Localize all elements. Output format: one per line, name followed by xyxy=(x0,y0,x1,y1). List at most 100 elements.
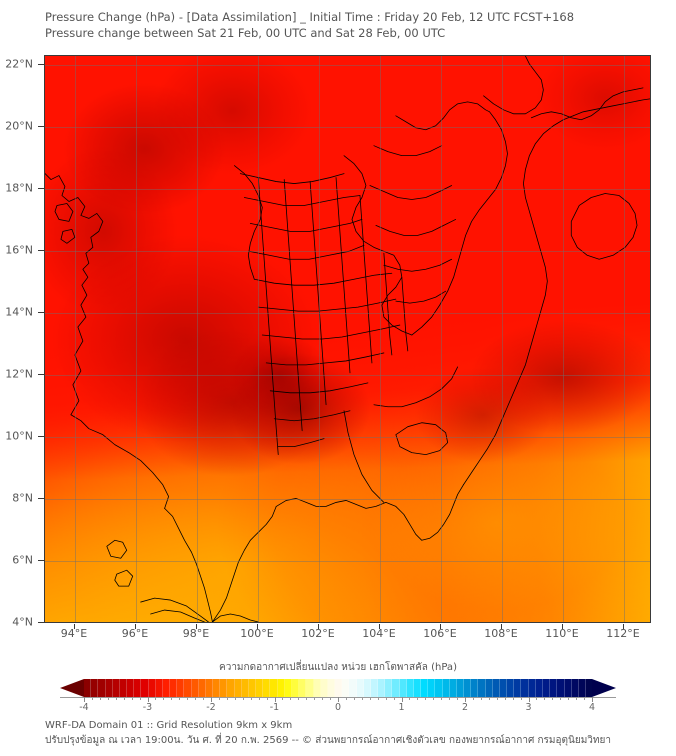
colorbar-tick-label: 0 xyxy=(334,702,342,713)
x-tick-mark xyxy=(379,624,380,629)
colorbar-segment xyxy=(335,679,343,697)
colorbar-minor-tick xyxy=(155,697,157,700)
colorbar-segment xyxy=(248,679,257,697)
colorbar-segment xyxy=(320,679,328,697)
colorbar-segment xyxy=(507,679,515,697)
y-tick-label-14n: 14°N xyxy=(5,305,33,319)
map-outlines xyxy=(45,56,650,622)
colorbar-segment xyxy=(342,679,350,697)
colorbar-segment xyxy=(492,679,500,697)
colorbar-segment xyxy=(442,679,450,697)
colorbar-minor-tick xyxy=(266,697,268,700)
colorbar-segment xyxy=(263,679,271,697)
colorbar-minor-tick xyxy=(385,697,387,700)
x-tick-label-100e: 100°E xyxy=(240,627,274,640)
colorbar-segment xyxy=(184,679,192,697)
colorbar-tick-label: 3 xyxy=(525,702,532,713)
x-tick-mark xyxy=(135,624,136,629)
gridline-lon-104 xyxy=(380,56,381,622)
colorbar-minor-tick xyxy=(369,697,371,700)
colorbar-major-tick xyxy=(592,697,593,702)
colorbar-minor-tick xyxy=(536,697,538,700)
y-tick-mark xyxy=(38,312,44,313)
colorbar-minor-tick xyxy=(409,697,411,700)
x-tick-label-108e: 108°E xyxy=(484,627,518,640)
colorbar-minor-tick xyxy=(234,697,236,700)
colorbar-minor-tick xyxy=(131,697,133,700)
colorbar-segment xyxy=(291,679,300,697)
colorbar-segment xyxy=(284,679,292,697)
colorbar-segment xyxy=(413,679,422,697)
colorbar-segment xyxy=(91,679,99,697)
gridline-lat-6 xyxy=(45,561,650,562)
x-tick-label-96e: 96°E xyxy=(121,627,149,640)
colorbar-extend-low-arrow xyxy=(60,679,84,697)
y-tick-label-10n: 10°N xyxy=(5,429,33,443)
colorbar-segment xyxy=(543,679,551,697)
colorbar-minor-tick xyxy=(107,697,109,700)
colorbar-segment xyxy=(155,679,163,697)
colorbar-segment xyxy=(127,679,135,697)
colorbar-segment xyxy=(84,679,92,697)
colorbar-minor-tick xyxy=(361,697,363,700)
colorbar-minor-tick xyxy=(163,697,165,700)
colorbar-major-tick xyxy=(401,697,403,702)
colorbar-major-tick xyxy=(147,697,149,702)
x-tick-mark xyxy=(74,624,75,629)
x-tick-mark xyxy=(501,624,502,629)
title-line-2: Pressure change between Sat 21 Feb, 00 U… xyxy=(45,26,446,40)
colorbar-minor-tick xyxy=(441,697,443,700)
colorbar-tick-label: 4 xyxy=(588,702,596,713)
gridline-lat-22 xyxy=(45,65,650,66)
colorbar-segment xyxy=(564,679,572,697)
colorbar-segment xyxy=(586,679,593,697)
colorbar-minor-tick xyxy=(425,697,427,700)
colorbar-minor-tick xyxy=(552,697,554,700)
colorbar-tick-label: -1 xyxy=(269,702,280,713)
y-tick-label-16n: 16°N xyxy=(5,243,33,257)
x-tick-label-110e: 110°E xyxy=(545,627,579,640)
y-tick-label-22n: 22°N xyxy=(5,57,33,71)
y-tick-mark xyxy=(38,622,44,623)
colorbar-segment xyxy=(213,679,221,697)
x-tick-mark xyxy=(440,624,441,629)
colorbar-strip-wrap xyxy=(60,679,616,697)
colorbar-segment xyxy=(356,679,364,697)
colorbar-axis: -4 -3 -2 -1 0 1 2 3 4 xyxy=(60,697,616,719)
colorbar-segment xyxy=(478,679,486,697)
colorbar-minor-tick xyxy=(242,697,244,700)
colorbar-segment xyxy=(148,679,156,697)
footer-line-model: WRF-DA Domain 01 :: Grid Resolution 9km … xyxy=(45,720,293,731)
x-tick-mark xyxy=(196,624,197,629)
colorbar-segment xyxy=(399,679,407,697)
x-tick-label-102e: 102°E xyxy=(301,627,335,640)
colorbar-major-tick xyxy=(465,697,466,702)
colorbar-segment xyxy=(557,679,565,697)
colorbar-minor-tick xyxy=(203,697,205,700)
colorbar-segment xyxy=(578,679,587,697)
gridline-lon-110 xyxy=(563,56,564,622)
y-tick-mark xyxy=(38,64,44,65)
x-tick-label-104e: 104°E xyxy=(362,627,396,640)
y-tick-label-18n: 18°N xyxy=(5,181,33,195)
colorbar-segment xyxy=(234,679,242,697)
colorbar-tick-label: -2 xyxy=(206,702,216,713)
gridline-lon-112 xyxy=(624,56,625,622)
colorbar-minor-tick xyxy=(345,697,347,700)
colorbar-segment xyxy=(205,679,214,697)
x-tick-mark xyxy=(623,624,624,629)
gridline-lon-106 xyxy=(441,56,442,622)
colorbar-tick-label: 1 xyxy=(398,702,405,713)
colorbar-tick-label: 2 xyxy=(461,702,469,713)
colorbar-minor-tick xyxy=(520,697,522,700)
map-plot-area xyxy=(44,55,651,623)
colorbar-segment xyxy=(277,679,285,697)
colorbar-minor-tick xyxy=(393,697,395,700)
colorbar-segment xyxy=(327,679,336,697)
colorbar-segment xyxy=(485,679,493,697)
colorbar-segment xyxy=(241,679,249,697)
x-tick-label-94e: 94°E xyxy=(60,627,88,640)
colorbar-tick-label: -4 xyxy=(79,702,89,713)
colorbar-minor-tick xyxy=(544,697,546,700)
colorbar-segment xyxy=(227,679,235,697)
